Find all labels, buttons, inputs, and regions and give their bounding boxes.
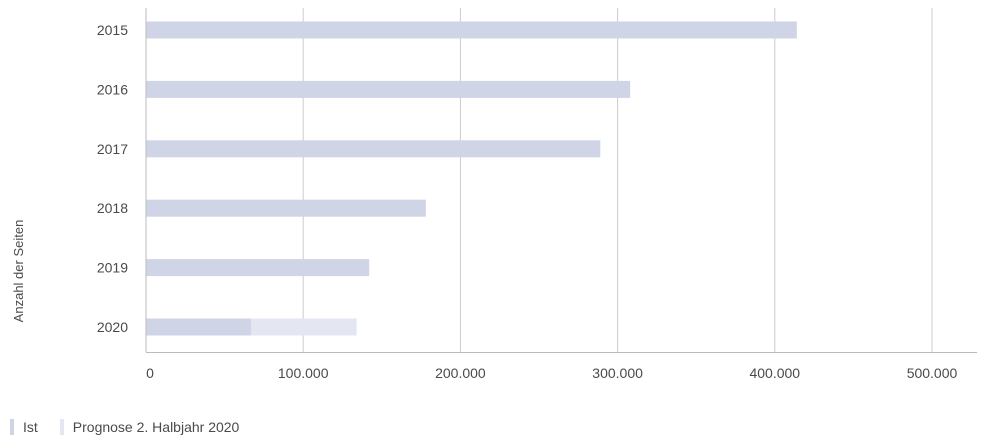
axes xyxy=(145,8,977,353)
tick-labels: 0 100.000 200.000 300.000 400.000 500.000 2015… xyxy=(97,22,958,381)
y-axis-title: Anzahl der Seiten xyxy=(11,220,26,323)
bar-2019-series-0[interactable] xyxy=(146,259,370,277)
x-tick-label: 400.000 xyxy=(749,365,800,381)
bar-2020-series-1[interactable] xyxy=(251,318,357,336)
legend-swatch-ist xyxy=(10,419,14,435)
bar-2018-series-0[interactable] xyxy=(146,199,426,217)
legend-label-prognose: Prognose 2. Halbjahr 2020 xyxy=(72,419,240,435)
bar-2015-series-0[interactable] xyxy=(146,21,797,39)
legend-label-ist: Ist xyxy=(23,419,38,435)
bars xyxy=(146,21,797,336)
legend-swatch-prognose xyxy=(59,419,64,435)
x-tick-label: 200.000 xyxy=(435,365,486,381)
x-tick-label: 300.000 xyxy=(592,365,643,381)
y-tick-label: 2016 xyxy=(97,81,128,97)
legend-item-prognose[interactable]: Prognose 2. Halbjahr 2020 xyxy=(59,419,240,435)
x-tick-label: 0 xyxy=(146,365,154,381)
legend: Ist Prognose 2. Halbjahr 2020 xyxy=(10,419,261,435)
legend-item-ist[interactable]: Ist xyxy=(10,419,38,435)
y-tick-label: 2020 xyxy=(97,319,128,335)
x-tick-label: 100.000 xyxy=(278,365,329,381)
bar-2017-series-0[interactable] xyxy=(146,140,601,158)
y-tick-label: 2018 xyxy=(97,200,128,216)
x-tick-label: 500.000 xyxy=(907,365,958,381)
y-tick-label: 2017 xyxy=(97,141,128,157)
bar-2016-series-0[interactable] xyxy=(146,80,631,98)
y-tick-label: 2015 xyxy=(97,22,128,38)
grid-lines xyxy=(302,8,933,352)
bar-2020-series-0[interactable] xyxy=(146,318,252,336)
y-tick-label: 2019 xyxy=(97,260,128,276)
